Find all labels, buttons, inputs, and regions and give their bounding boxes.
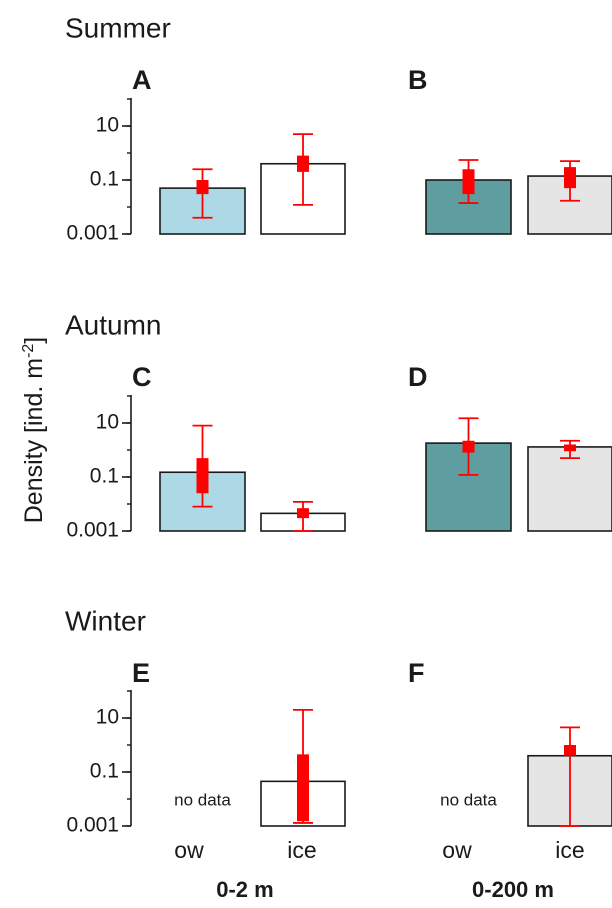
error-box-B-ow (462, 169, 475, 195)
y-tick-label-0_1: 0.1 (90, 760, 119, 783)
bar-B-ow (425, 179, 512, 235)
error-box-A-ow (196, 180, 209, 195)
season-label-winter: Winter (65, 605, 146, 636)
panel-letter-F: F (408, 658, 425, 688)
x-category-label-ice-left: ice (287, 837, 316, 863)
panel-letter-E: E (132, 658, 150, 688)
x-category-label-ice-right: ice (555, 837, 584, 863)
x-category-label-ow-left: ow (174, 837, 204, 863)
no-data-label-F: no data (440, 790, 497, 809)
error-box-C-ice (297, 508, 309, 519)
no-data-label-E: no data (174, 790, 231, 809)
panel-letter-B: B (408, 65, 428, 95)
x-group-label-0-2m: 0-2 m (216, 877, 273, 902)
x-group-label-0-200m: 0-200 m (472, 877, 554, 902)
error-box-C-ow (196, 458, 209, 494)
y-tick-label-10: 10 (96, 114, 119, 137)
error-box-B-ice (564, 167, 576, 189)
panel-letter-A: A (132, 65, 152, 95)
error-box-F-ice (564, 745, 576, 756)
y-tick-label-0_1: 0.1 (90, 168, 119, 191)
bar-D-ice (527, 446, 612, 532)
y-tick-label-0_001: 0.001 (66, 222, 119, 245)
panels-layer: Summer 10 0.1 0.001 A B Autumn 10 0.1 0.001 C D Wint… (65, 12, 612, 837)
y-tick-label-0_1: 0.1 (90, 465, 119, 488)
y-axis-label-close: ] (20, 337, 48, 344)
error-box-E-ice (297, 754, 309, 822)
y-axis-label-main: Density [ind. m (20, 358, 48, 523)
y-tick-label-10: 10 (96, 411, 119, 434)
x-category-label-ow-right: ow (442, 837, 472, 863)
y-axis-label: Density [ind. m-2] (20, 337, 48, 524)
panel-letter-D: D (408, 362, 428, 392)
y-tick-label-0_001: 0.001 (66, 519, 119, 542)
error-box-A-ice (297, 155, 309, 172)
error-box-D-ice (564, 444, 576, 452)
error-box-D-ow (462, 440, 475, 453)
y-axis-label-sup: -2 (20, 344, 37, 358)
season-label-summer: Summer (65, 12, 171, 43)
y-tick-label-10: 10 (96, 706, 119, 729)
y-tick-label-0_001: 0.001 (66, 814, 119, 837)
panel-letter-C: C (132, 362, 152, 392)
season-label-autumn: Autumn (65, 309, 162, 340)
